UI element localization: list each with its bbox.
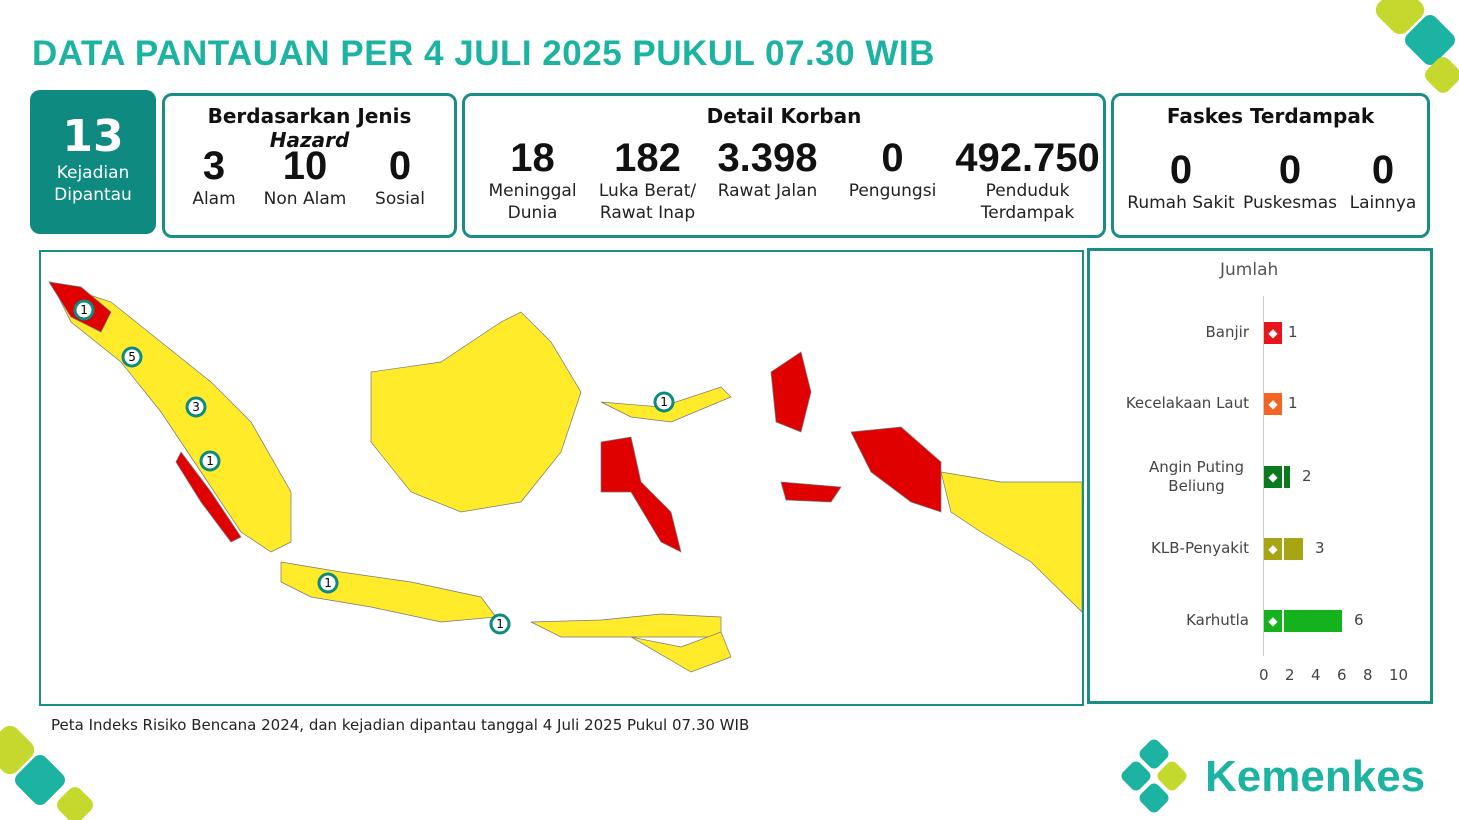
x-tick-label: 0	[1259, 666, 1269, 684]
korban-pengungsi: 0 Pengungsi	[848, 136, 937, 201]
detail-korban-card: Detail Korban 18 Meninggal Dunia 182 Luka B…	[462, 93, 1106, 238]
forest-fire-icon: ◆	[1264, 610, 1284, 632]
category-label: KLB-Penyakit	[1151, 539, 1249, 557]
marker: 1	[489, 613, 511, 635]
region-flores	[630, 631, 732, 673]
hazard-sosial: 0 Sosial	[375, 144, 425, 209]
value-label: 1	[1288, 394, 1298, 412]
faskes-lainnya: 0 Lainnya	[1349, 148, 1417, 213]
hazard-alam: 3 Alam	[192, 144, 236, 209]
kejadian-count: 13	[62, 111, 124, 162]
value-label: 6	[1354, 611, 1364, 629]
svg-text:1: 1	[80, 303, 88, 317]
chart-title: Jumlah	[1220, 260, 1279, 280]
category-label: Banjir	[1205, 323, 1250, 341]
marker: 3	[185, 396, 207, 418]
hazard-card: Berdasarkan Jenis Hazard 3 Alam 10 Non Ala…	[162, 93, 457, 238]
hazard-title: Berdasarkan Jenis Hazard	[207, 104, 412, 152]
faskes-rumah-sakit: 0 Rumah Sakit	[1127, 148, 1235, 213]
faskes-puskesmas: 0 Puskesmas	[1243, 148, 1337, 213]
flood-icon: ◆	[1264, 322, 1284, 344]
value-label: 2	[1302, 467, 1312, 485]
korban-meninggal: 18 Meninggal Dunia	[488, 136, 577, 223]
map-caption: Peta Indeks Risiko Bencana 2024, dan kej…	[51, 716, 750, 734]
category-label: Angin Puting Beliung	[1148, 458, 1245, 495]
ship-icon: ◆	[1264, 393, 1284, 415]
hazard-chart	[1087, 248, 1433, 704]
marker: 1	[653, 391, 675, 413]
region-java	[280, 561, 497, 623]
faskes-card: Faskes Terdampak 0 Rumah Sakit 0 Puskesmas…	[1111, 93, 1430, 238]
kemenkes-logo-icon	[1121, 739, 1187, 813]
region-kalimantan	[370, 311, 582, 513]
x-tick-label: 8	[1363, 666, 1373, 684]
logo-corner-top-right	[1375, 0, 1459, 93]
x-tick-label: 6	[1337, 666, 1347, 684]
marker: 1	[199, 450, 221, 472]
page-title: DATA PANTAUAN PER 4 JULI 2025 PUKUL 07.3…	[32, 34, 935, 73]
kejadian-dipantau-card: 13 Kejadian Dipantau	[30, 90, 156, 234]
kejadian-label: Dipantau	[54, 185, 132, 205]
hazard-non-alam: 10 Non Alam	[263, 144, 347, 209]
x-tick-label: 2	[1285, 666, 1295, 684]
region-papua-east	[940, 471, 1083, 613]
value-label: 3	[1315, 539, 1325, 557]
region-west-sumatra	[175, 451, 242, 543]
svg-text:3: 3	[192, 400, 200, 414]
svg-text:1: 1	[324, 576, 332, 590]
svg-text:5: 5	[128, 350, 136, 364]
faskes-title: Faskes Terdampak	[1166, 104, 1375, 128]
korban-rawat-jalan: 3.398 Rawat Jalan	[717, 136, 818, 201]
region-nusa-tenggara	[530, 613, 722, 638]
region-maluku	[770, 351, 812, 433]
svg-text:1: 1	[496, 617, 504, 631]
korban-title: Detail Korban	[706, 104, 862, 128]
x-tick-label: 4	[1311, 666, 1321, 684]
region-papua-west	[850, 426, 942, 513]
region-banda	[780, 481, 842, 503]
marker: 1	[73, 299, 95, 321]
marker: 5	[121, 346, 143, 368]
virus-icon: ◆	[1264, 538, 1284, 560]
korban-luka-berat: 182 Luka Berat/Rawat Inap	[598, 136, 697, 223]
indonesia-map: 1 5 3 1 1 1 1	[48, 281, 1083, 673]
risk-map: 1 5 3 1 1 1 1	[39, 250, 1084, 706]
category-label: Karhutla	[1186, 611, 1249, 629]
svg-text:1: 1	[206, 454, 214, 468]
brand-name: Kemenkes	[1205, 752, 1426, 801]
x-tick-label: 10	[1389, 666, 1409, 684]
event-markers: 1 5 3 1 1 1 1	[73, 299, 675, 635]
logo-corner-bottom-left	[0, 725, 93, 820]
korban-penduduk-terdampak: 492.750 Penduduk Terdampak	[955, 136, 1100, 223]
value-label: 1	[1288, 323, 1298, 341]
region-sumatra	[50, 281, 292, 553]
kejadian-label: Kejadian	[56, 163, 130, 183]
marker: 1	[317, 572, 339, 594]
chart-axis	[1263, 296, 1264, 656]
region-sulawesi	[600, 436, 682, 553]
svg-text:1: 1	[660, 395, 668, 409]
tornado-icon: ◆	[1264, 466, 1284, 488]
category-label: Kecelakaan Laut	[1125, 394, 1249, 412]
